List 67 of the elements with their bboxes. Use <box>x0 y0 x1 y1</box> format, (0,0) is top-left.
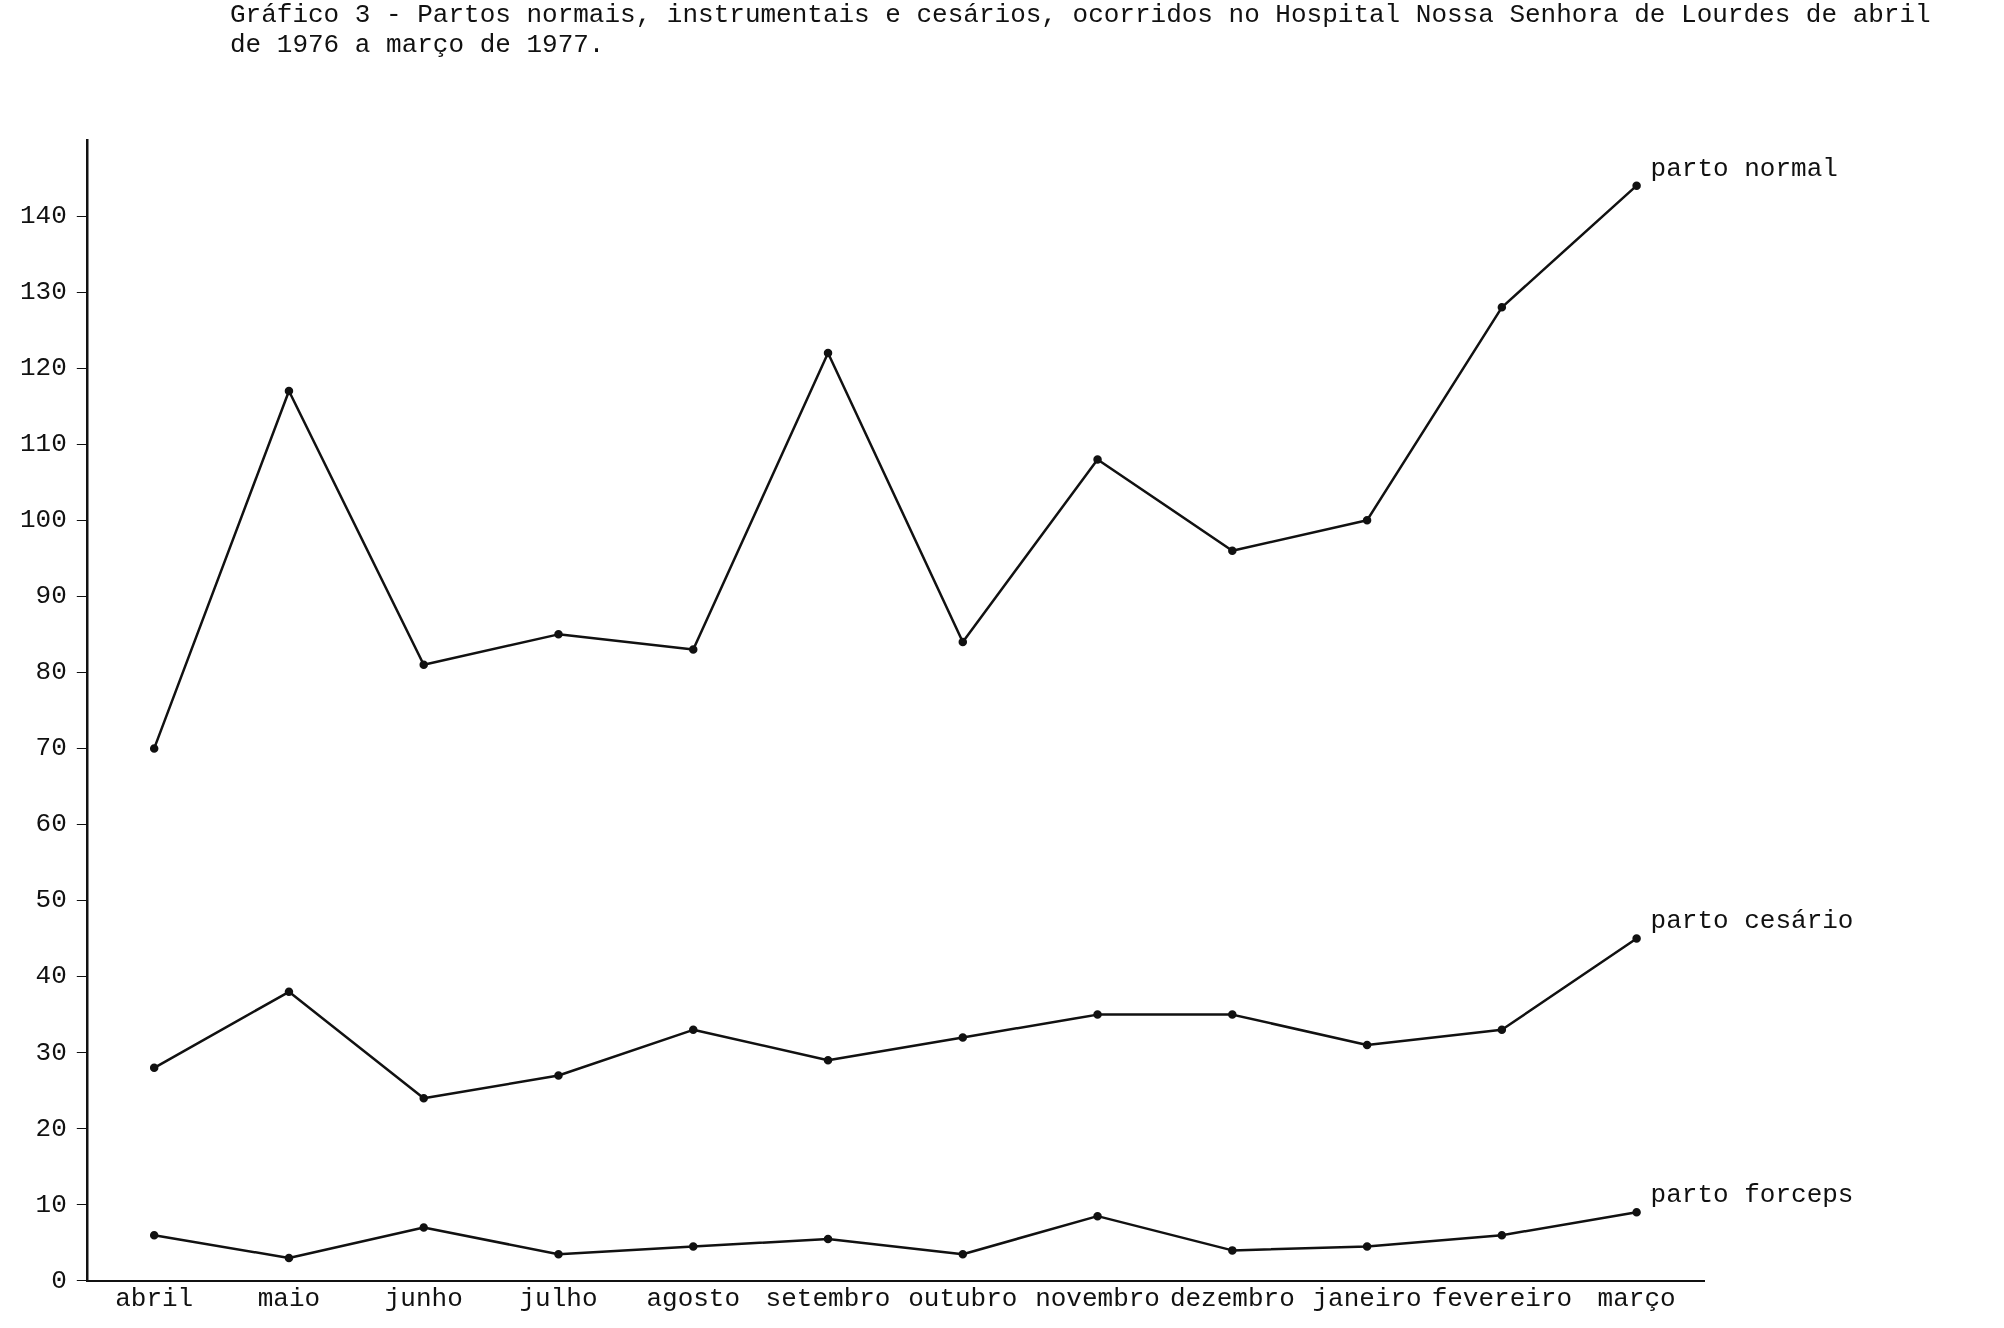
y-tick-label: 120 <box>20 353 67 384</box>
y-tick-label: 10 <box>35 1189 67 1220</box>
point <box>1093 455 1102 464</box>
point <box>1228 1010 1237 1019</box>
point <box>1228 1246 1237 1255</box>
y-tick-label: 80 <box>35 657 67 688</box>
point <box>419 1223 428 1232</box>
point <box>284 987 294 997</box>
point <box>1632 181 1641 190</box>
point <box>823 348 833 358</box>
point <box>823 1055 833 1065</box>
point <box>689 645 698 654</box>
point <box>149 744 159 753</box>
series-label: parto forceps <box>1650 1180 1854 1211</box>
point <box>1497 1230 1507 1240</box>
point <box>419 660 428 670</box>
x-tick-label: setembro <box>765 1284 891 1315</box>
y-tick-label: 130 <box>20 277 67 307</box>
chart-title: Gráfico 3 - Partos normais, instrumentais e cesários, ocorridos no Hospital Nossa Senhora de Lourdes de abril de 1976 a março de 1977. <box>230 0 1932 60</box>
x-tick-label: outubro <box>908 1284 1018 1315</box>
y-tick-label: 20 <box>35 1113 67 1144</box>
x-tick-label: novembro <box>1035 1284 1160 1315</box>
x-tick-label: maio <box>257 1284 321 1315</box>
y-tick-label: 90 <box>35 581 67 612</box>
y-tick-label: 110 <box>20 429 67 460</box>
point <box>958 1033 968 1042</box>
point <box>149 1230 159 1240</box>
point <box>1093 1211 1102 1221</box>
point <box>1632 1208 1641 1217</box>
x-tick-label: abril <box>115 1284 194 1315</box>
point <box>1093 1010 1102 1019</box>
y-tick-label: 70 <box>35 733 67 764</box>
point <box>284 1253 294 1263</box>
point <box>958 637 968 647</box>
point <box>1362 1242 1372 1251</box>
x-tick-label: agosto <box>646 1284 741 1315</box>
point <box>1632 934 1641 943</box>
point <box>1497 303 1507 312</box>
x-tick-label: dezembro <box>1169 1284 1295 1315</box>
point <box>554 630 563 639</box>
point <box>284 386 294 396</box>
point <box>689 1025 698 1035</box>
point <box>149 1063 159 1073</box>
point <box>689 1242 698 1251</box>
x-tick-label: junho <box>384 1284 463 1315</box>
point <box>1362 516 1372 525</box>
point <box>1362 1040 1372 1050</box>
y-tick-label: 60 <box>35 809 67 840</box>
x-tick-label: julho <box>519 1284 598 1315</box>
y-tick-label: 0 <box>51 1265 67 1296</box>
x-tick-label: março <box>1597 1284 1676 1315</box>
x-tick-label: janeiro <box>1312 1284 1422 1315</box>
y-tick-label: 40 <box>35 961 67 992</box>
series-label: parto normal <box>1650 153 1838 184</box>
series-label: parto cesário <box>1650 906 1854 937</box>
y-tick-label: 50 <box>35 885 67 916</box>
point <box>554 1249 563 1259</box>
point <box>823 1234 833 1244</box>
point <box>1497 1025 1507 1035</box>
y-tick-label: 100 <box>20 505 67 536</box>
point <box>554 1071 563 1080</box>
x-tick-label: fevereiro <box>1431 1284 1573 1315</box>
point <box>419 1094 428 1103</box>
point <box>1228 546 1237 555</box>
y-tick-label: 30 <box>35 1037 67 1068</box>
point <box>958 1249 968 1259</box>
y-tick-label: 140 <box>20 200 67 231</box>
